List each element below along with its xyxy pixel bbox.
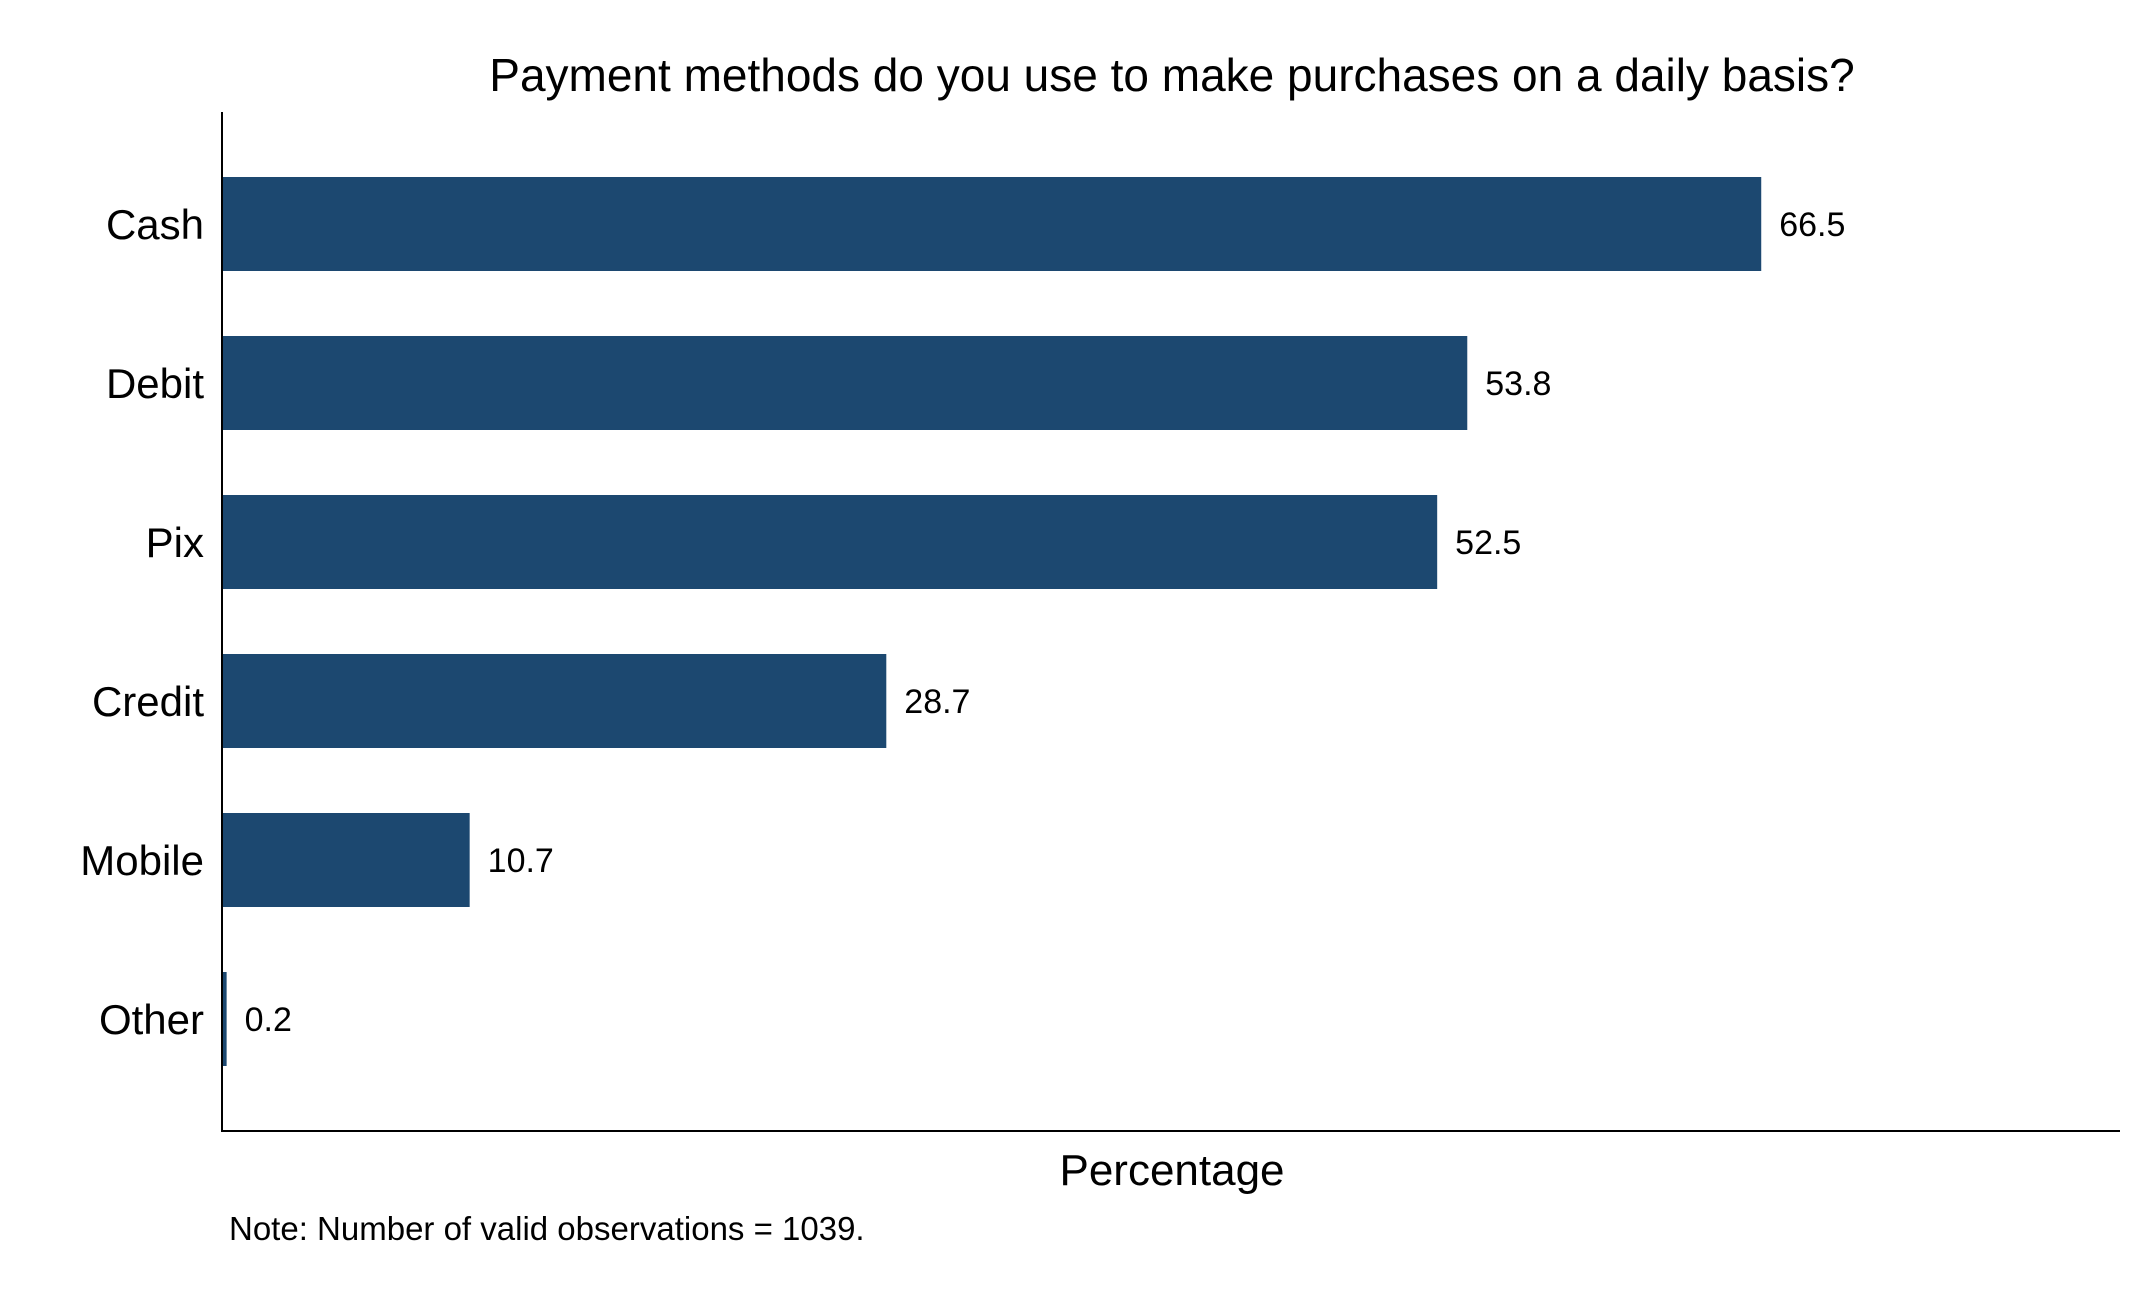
bars-group: [222, 177, 1762, 1066]
category-label-credit: Credit: [92, 678, 204, 725]
x-axis-label: Percentage: [1059, 1146, 1284, 1195]
category-label-other: Other: [99, 996, 204, 1043]
bar-debit: [222, 336, 1468, 430]
chart-title: Payment methods do you use to make purch…: [489, 49, 1854, 101]
value-label-pix: 52.5: [1455, 524, 1521, 562]
category-label-pix: Pix: [146, 519, 204, 566]
category-label-debit: Debit: [106, 360, 204, 407]
value-label-debit: 53.8: [1485, 365, 1551, 403]
category-labels-group: Cash Debit Pix Credit Mobile Other: [80, 201, 204, 1043]
bar-cash: [222, 177, 1762, 271]
chart-note: Note: Number of valid observations = 103…: [229, 1210, 865, 1247]
bar-credit: [222, 654, 887, 748]
value-label-cash: 66.5: [1779, 206, 1845, 244]
value-label-mobile: 10.7: [488, 842, 554, 880]
value-label-credit: 28.7: [904, 683, 970, 721]
value-label-other: 0.2: [245, 1001, 292, 1039]
category-label-mobile: Mobile: [80, 837, 204, 884]
bar-mobile: [222, 813, 470, 907]
category-label-cash: Cash: [106, 201, 204, 248]
bar-other: [222, 972, 227, 1066]
value-labels-group: 66.5 53.8 52.5 28.7 10.7 0.2: [245, 206, 1846, 1039]
bar-pix: [222, 495, 1438, 589]
